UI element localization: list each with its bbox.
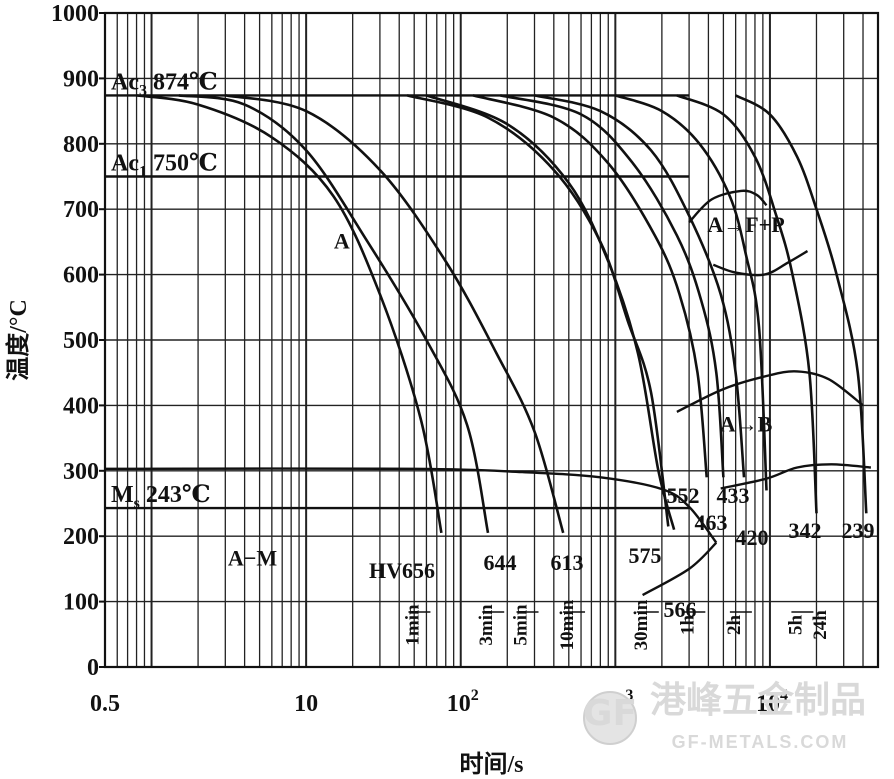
phase-boundary	[712, 250, 809, 277]
phase-boundary	[104, 467, 718, 544]
x-tick-label: 0.5	[90, 691, 120, 717]
cooling-curves	[136, 94, 868, 534]
phase-region-label: A−M	[228, 546, 277, 571]
hardness-label: 566	[664, 597, 697, 622]
x-axis-title: 时间/s	[459, 751, 523, 778]
y-tick-label: 200	[63, 524, 99, 550]
time-marker-label: 1min	[402, 604, 423, 646]
y-axis-title: 温度/°C	[4, 299, 32, 381]
hardness-label: 420	[736, 525, 769, 550]
watermark-chinese: 港峰五金制品	[650, 679, 866, 721]
x-tick-label: 102	[447, 687, 479, 717]
hardness-label: 613	[551, 550, 584, 575]
time-marker-label: 30min	[631, 599, 652, 650]
cooling-curve-hv644	[178, 94, 490, 534]
phase-boundary	[642, 541, 718, 597]
time-marker-label: 5h	[785, 615, 806, 636]
cooling-curve-hv552	[472, 94, 708, 478]
hardness-label: 644	[484, 550, 517, 575]
y-tick-label: 500	[63, 328, 99, 354]
hardness-label: 575	[629, 543, 662, 568]
watermark: GF 港峰五金制品 GF-METALS.COM	[583, 679, 866, 752]
cooling-curve-hv613	[225, 94, 565, 534]
time-marker-label: 1h	[677, 615, 698, 636]
phase-boundary	[676, 370, 864, 413]
y-tick-label: 100	[63, 590, 99, 616]
phase-region-label: A	[334, 228, 350, 253]
time-marker-label: 2h	[724, 615, 745, 636]
logo-icon	[583, 691, 637, 745]
cooling-curve-hv239	[734, 94, 868, 514]
y-tick-label: 700	[63, 197, 99, 223]
y-tick-label: 400	[63, 393, 99, 419]
time-marker-label: 3min	[476, 604, 497, 646]
cooling-curve-hv463	[499, 94, 725, 478]
y-tick-label: 900	[63, 66, 99, 92]
critical-label-ac1: Ac1 750℃	[111, 151, 218, 181]
y-tick-label: 800	[63, 132, 99, 158]
time-marker-label: 10min	[557, 599, 578, 650]
hardness-label: 463	[695, 510, 728, 535]
grid	[99, 11, 880, 669]
phase-region-label: A→F+P	[707, 212, 784, 237]
x-tick-label: 104	[756, 687, 788, 717]
critical-label-ms: Ms 243℃	[111, 482, 211, 512]
y-tick-label: 1000	[51, 1, 99, 27]
y-tick-label: 600	[63, 263, 99, 289]
y-tick-label: 300	[63, 459, 99, 485]
cooling-curve-hv420	[614, 94, 768, 491]
hardness-label: 239	[842, 518, 875, 543]
critical-label-ac3: Ac3 874℃	[111, 69, 218, 99]
hardness-label: 342	[789, 518, 822, 543]
cooling-curve-hv566	[425, 94, 676, 531]
cooling-curve-hv433	[534, 94, 746, 478]
y-tick-label: 0	[87, 655, 99, 681]
phase-region-label: A→B	[720, 412, 773, 437]
watermark-english: GF-METALS.COM	[672, 732, 849, 752]
cooling-curve-hv342	[676, 94, 818, 514]
time-marker-label: 5min	[511, 604, 532, 646]
time-marker-label: 24h	[810, 610, 831, 640]
phase-boundary	[688, 189, 768, 224]
phase-boundaries	[104, 189, 871, 597]
critical-lines	[105, 94, 690, 510]
chart-labels: 0 100 200 300 400 500 600 700 800 900 1000 0.5 10 102…	[4, 1, 875, 778]
phase-boundary	[720, 463, 871, 490]
x-tick-label: 10	[294, 691, 318, 717]
cooling-curve-hv656	[136, 94, 443, 534]
plot-frame	[103, 11, 880, 669]
hardness-label: 433	[717, 483, 750, 508]
hardness-label: HV656	[369, 558, 435, 583]
logo-text: GF	[583, 693, 637, 734]
hardness-label: 552	[667, 483, 700, 508]
